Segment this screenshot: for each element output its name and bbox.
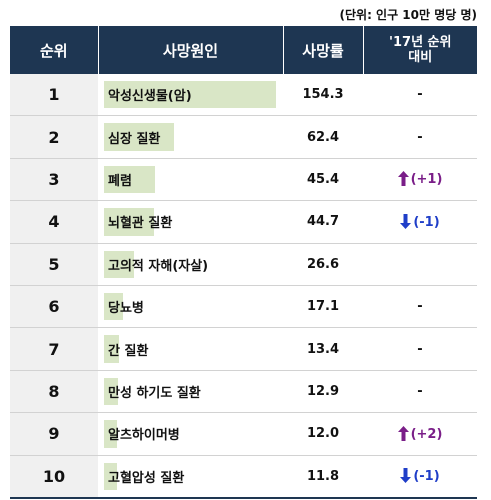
cause-label: 악성신생물(암) <box>108 89 192 105</box>
rank-change-cell: (+2) <box>363 412 477 456</box>
cause-cell: 고의적 자해(자살) <box>98 243 283 286</box>
cause-cell: 뇌혈관 질환 <box>98 200 283 244</box>
header-change-line1: '17년 순위 <box>389 35 452 50</box>
arrow-up-icon <box>397 425 409 441</box>
rate-value: 12.9 <box>283 370 363 414</box>
rate-bar <box>104 377 118 406</box>
rate-value: 45.4 <box>283 158 363 202</box>
rank-cell: 7 <box>10 327 98 371</box>
rate-bar <box>104 123 174 151</box>
arrow-up-icon <box>397 171 409 187</box>
rank-change-cell <box>363 243 477 286</box>
cause-cell: 간 질환 <box>98 327 283 371</box>
rank-cell: 4 <box>10 200 98 244</box>
rank-cell: 5 <box>10 243 98 286</box>
rate-value: 17.1 <box>283 285 363 329</box>
rank-cell: 6 <box>10 285 98 329</box>
rate-value: 11.8 <box>283 455 363 499</box>
cause-cell: 고혈압성 질환 <box>98 455 283 499</box>
cause-cell: 심장 질환 <box>98 115 283 159</box>
rank-change-text: (+1) <box>410 172 443 188</box>
header-change: '17년 순위 대비 <box>362 26 477 74</box>
rate-value: 154.3 <box>283 74 363 117</box>
cause-cell: 만성 하기도 질환 <box>98 370 283 414</box>
rate-bar <box>104 208 154 236</box>
table-row: 8 만성 하기도 질환 12.9 - <box>10 370 477 414</box>
cause-label: 만성 하기도 질환 <box>108 385 201 401</box>
rank-change-text: (+2) <box>410 426 443 442</box>
cause-label: 고의적 자해(자살) <box>108 258 209 274</box>
rate-value: 12.0 <box>283 412 363 456</box>
table-row: 5 고의적 자해(자살) 26.6 <box>10 243 477 286</box>
cause-label: 고혈압성 질환 <box>108 470 185 486</box>
rank-cell: 2 <box>10 115 98 159</box>
rate-bar <box>104 250 134 278</box>
rank-cell: 8 <box>10 370 98 414</box>
table-row: 4 뇌혈관 질환 44.7 (-1) <box>10 200 477 244</box>
rate-bar <box>104 292 123 321</box>
arrow-down-icon <box>400 213 412 229</box>
rank-cell: 10 <box>10 455 98 499</box>
rank-change-cell: (+1) <box>363 158 477 202</box>
cause-label: 당뇨병 <box>108 301 144 317</box>
rank-change-text: - <box>417 87 423 103</box>
rank-cell: 9 <box>10 412 98 456</box>
rank-change-text: - <box>417 129 423 145</box>
rank-change-cell: - <box>363 74 477 117</box>
rate-bar <box>104 420 117 448</box>
header-cause: 사망원인 <box>97 26 283 74</box>
rank-change-cell: - <box>363 327 477 371</box>
rank-change-cell: - <box>363 285 477 329</box>
rate-value: 44.7 <box>283 200 363 244</box>
cause-cell: 악성신생물(암) <box>98 74 283 117</box>
cause-label: 심장 질환 <box>108 131 161 147</box>
table-row: 2 심장 질환 62.4 - <box>10 115 477 159</box>
cause-label: 폐렴 <box>108 173 132 189</box>
table-row: 6 당뇨병 17.1 - <box>10 285 477 329</box>
rank-change-text: - <box>417 299 423 315</box>
rank-cell: 1 <box>10 74 98 117</box>
arrow-down-icon <box>400 468 412 484</box>
table-row: 9 알츠하이머병 12.0 (+2) <box>10 412 477 456</box>
table-row: 3 폐렴 45.4 (+1) <box>10 158 477 202</box>
cause-cell: 알츠하이머병 <box>98 412 283 456</box>
rate-bar <box>104 165 155 194</box>
unit-note: (단위: 인구 10만 명당 명) <box>339 8 478 22</box>
table-row: 1 악성신생물(암) 154.3 - <box>10 74 477 117</box>
header-rank: 순위 <box>10 26 98 74</box>
cause-cell: 당뇨병 <box>98 285 283 329</box>
header-change-line2: 대비 <box>408 50 433 65</box>
cause-label: 뇌혈관 질환 <box>108 216 173 232</box>
rank-change-text: (-1) <box>413 214 440 230</box>
rate-value: 26.6 <box>283 243 363 286</box>
rank-change-text: (-1) <box>413 469 440 485</box>
header-rate: 사망률 <box>282 26 363 74</box>
rate-bar <box>104 81 276 109</box>
table-row: 7 간 질환 13.4 - <box>10 327 477 371</box>
rank-change-cell: (-1) <box>363 455 477 499</box>
rank-change-text: - <box>417 341 423 357</box>
cause-label: 알츠하이머병 <box>108 428 180 444</box>
cause-label: 간 질환 <box>108 343 149 359</box>
rank-change-cell: (-1) <box>363 200 477 244</box>
rank-cell: 3 <box>10 158 98 202</box>
table-body: 1 악성신생물(암) 154.3 - 2 심장 질환 62.4 - 3 폐렴 45.4 (+1) 4 뇌혈… <box>10 74 477 499</box>
cause-cell: 폐렴 <box>98 158 283 202</box>
rate-value: 62.4 <box>283 115 363 159</box>
rate-value: 13.4 <box>283 327 363 371</box>
rank-change-cell: - <box>363 115 477 159</box>
rate-bar <box>104 462 117 490</box>
table-header-row: 순위 사망원인 사망률 '17년 순위 대비 <box>10 26 477 74</box>
rank-change-text: - <box>417 383 423 399</box>
death-cause-table: 순위 사망원인 사망률 '17년 순위 대비 1 악성신생물(암) 154.3 - 2 심… <box>10 26 477 499</box>
rank-change-cell: - <box>363 370 477 414</box>
rate-bar <box>104 335 119 363</box>
table-row: 10 고혈압성 질환 11.8 (-1) <box>10 455 477 499</box>
